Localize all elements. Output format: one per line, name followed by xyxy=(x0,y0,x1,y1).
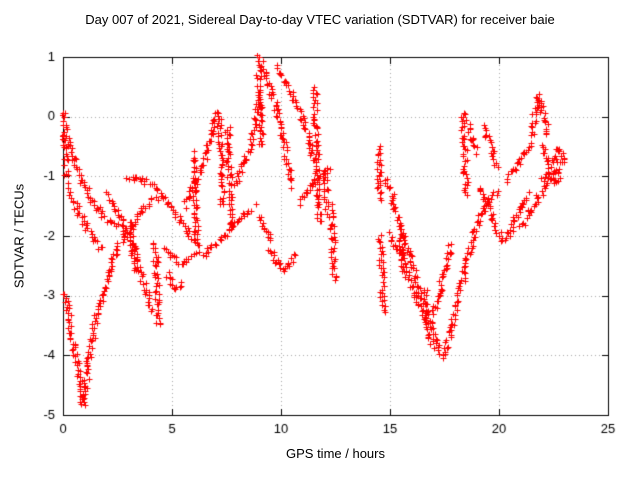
chart-title: Day 007 of 2021, Sidereal Day-to-day VTE… xyxy=(85,12,555,27)
x-axis-label: GPS time / hours xyxy=(286,446,385,461)
y-axis-label: SDTVAR / TECUs xyxy=(11,183,27,289)
